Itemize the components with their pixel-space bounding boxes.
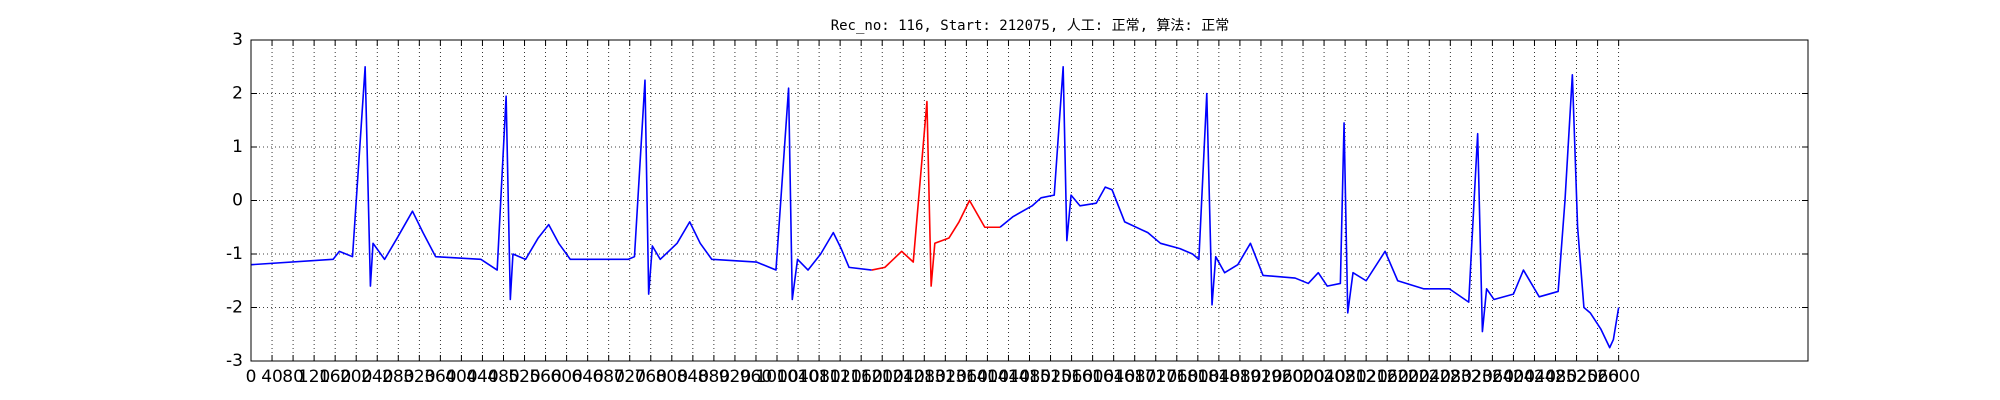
x-tick-label: 920: [719, 367, 751, 387]
x-tick-label: 1840: [1197, 367, 1240, 387]
y-tick-label: -1: [226, 244, 243, 264]
x-tick-label: 1280: [903, 367, 946, 387]
x-tick-label: 1360: [945, 367, 988, 387]
x-tick-label: 2560: [1576, 367, 1619, 387]
x-tick-label: 600: [550, 367, 582, 387]
x-tick-label: 1880: [1218, 367, 1261, 387]
x-tick-label: 560: [529, 367, 561, 387]
x-tick-label: 200: [340, 367, 372, 387]
x-tick-label: 1320: [924, 367, 967, 387]
x-tick-label: 1160: [840, 367, 883, 387]
x-tick-label: 2240: [1408, 367, 1451, 387]
chart-title: Rec_no: 116, Start: 212075, 人工: 正常, 算法: …: [831, 18, 1230, 34]
y-tick-label: -3: [226, 351, 243, 371]
x-tick-label: 1400: [966, 367, 1009, 387]
x-tick-label: 2080: [1323, 367, 1366, 387]
x-tick-label: 2120: [1345, 367, 1388, 387]
x-tick-label: 1240: [882, 367, 925, 387]
x-tick-label: 1480: [1008, 367, 1051, 387]
x-tick-label: 480: [487, 367, 519, 387]
x-tick-label: 1560: [1050, 367, 1093, 387]
x-tick-label: 1600: [1071, 367, 1114, 387]
x-tick-label: 1680: [1113, 367, 1156, 387]
x-tick-label: 1040: [776, 367, 819, 387]
x-tick-label: 80: [282, 367, 304, 387]
x-tick-label: 40: [261, 367, 283, 387]
y-tick-label: -2: [226, 298, 243, 318]
y-tick-label: 1: [232, 137, 243, 157]
x-tick-label: 440: [466, 367, 498, 387]
x-tick-label: 880: [698, 367, 730, 387]
x-tick-label: 1120: [819, 367, 862, 387]
x-tick-label: 1200: [861, 367, 904, 387]
x-tick-label: 760: [635, 367, 667, 387]
x-tick-label: 400: [445, 367, 477, 387]
x-tick-label: 1520: [1029, 367, 1072, 387]
x-tick-label: 2040: [1302, 367, 1345, 387]
x-tick-label: 2000: [1281, 367, 1324, 387]
x-tick-label: 2280: [1429, 367, 1472, 387]
y-tick-label: 3: [232, 30, 243, 50]
x-tick-label: 2600: [1597, 367, 1640, 387]
x-tick-label: 120: [298, 367, 330, 387]
x-tick-label: 2480: [1534, 367, 1577, 387]
x-tick-label: 800: [656, 367, 688, 387]
y-tick-label: 0: [232, 191, 243, 211]
x-tick-label: 520: [508, 367, 540, 387]
x-tick-label: 1720: [1134, 367, 1177, 387]
x-tick-label: 640: [571, 367, 603, 387]
ecg-line: [250, 65, 872, 301]
x-tick-label: 2200: [1387, 367, 1430, 387]
x-tick-label: 680: [592, 367, 624, 387]
x-tick-label: 2440: [1513, 367, 1556, 387]
x-tick-label: 2320: [1450, 367, 1493, 387]
x-tick-label: 1440: [987, 367, 1030, 387]
x-tick-label: 0: [246, 367, 257, 387]
plot-frame: [250, 39, 1809, 362]
x-tick-label: 1920: [1239, 367, 1282, 387]
x-tick-label: 320: [403, 367, 435, 387]
x-tick-label: 1640: [1092, 367, 1135, 387]
x-tick-label: 960: [740, 367, 772, 387]
x-tick-label: 2400: [1492, 367, 1535, 387]
x-tick-label: 360: [424, 367, 456, 387]
x-tick-label: 1760: [1155, 367, 1198, 387]
x-tick-label: 1000: [755, 367, 798, 387]
x-tick-label: 1080: [797, 367, 840, 387]
ecg-line: [999, 65, 1620, 349]
x-tick-label: 240: [361, 367, 393, 387]
ecg-line: [871, 100, 1001, 287]
x-tick-label: 720: [614, 367, 646, 387]
x-tick-label: 840: [677, 367, 709, 387]
x-tick-label: 2160: [1366, 367, 1409, 387]
x-tick-label: 2520: [1555, 367, 1598, 387]
x-tick-label: 280: [382, 367, 414, 387]
x-tick-label: 1800: [1176, 367, 1219, 387]
y-tick-label: 2: [232, 84, 243, 104]
x-tick-label: 2360: [1471, 367, 1514, 387]
x-tick-label: 160: [319, 367, 351, 387]
x-tick-label: 1960: [1260, 367, 1303, 387]
